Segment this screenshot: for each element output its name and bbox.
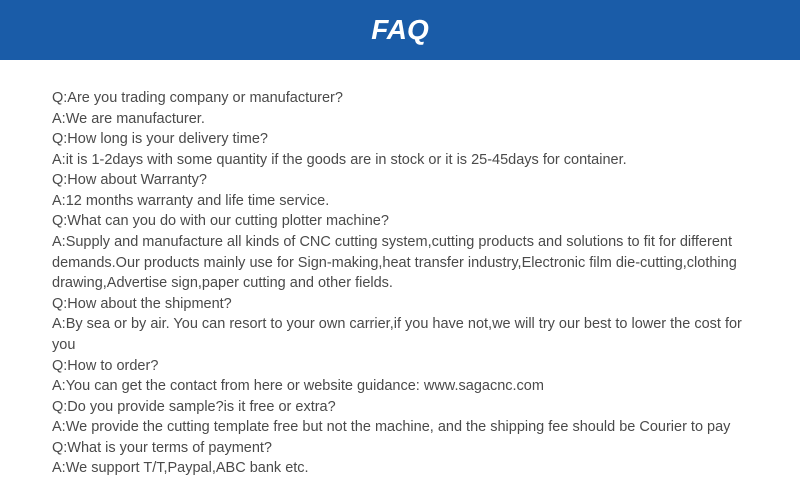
faq-line: Q:Are you trading company or manufacture…	[52, 88, 748, 109]
faq-line: A:Supply and manufacture all kinds of CN…	[52, 232, 748, 294]
faq-line: Q:What can you do with our cutting plott…	[52, 211, 748, 232]
faq-line: Q:Do you provide sample?is it free or ex…	[52, 397, 748, 418]
faq-line: A:You can get the contact from here or w…	[52, 376, 748, 397]
faq-line: A:We provide the cutting template free b…	[52, 417, 748, 438]
faq-line: Q:How about Warranty?	[52, 170, 748, 191]
faq-line: A:By sea or by air. You can resort to yo…	[52, 314, 748, 355]
faq-title: FAQ	[371, 14, 429, 45]
faq-line: A:We support T/T,Paypal,ABC bank etc.	[52, 458, 748, 479]
faq-line: Q:What is your terms of payment?	[52, 438, 748, 459]
faq-line: A:We are manufacturer.	[52, 109, 748, 130]
faq-line: A:12 months warranty and life time servi…	[52, 191, 748, 212]
faq-line: Q:How long is your delivery time?	[52, 129, 748, 150]
faq-line: Q:How to order?	[52, 356, 748, 377]
faq-line: A:it is 1-2days with some quantity if th…	[52, 150, 748, 171]
faq-content: Q:Are you trading company or manufacture…	[0, 60, 800, 499]
faq-line: Q:How about the shipment?	[52, 294, 748, 315]
faq-header: FAQ	[0, 0, 800, 60]
